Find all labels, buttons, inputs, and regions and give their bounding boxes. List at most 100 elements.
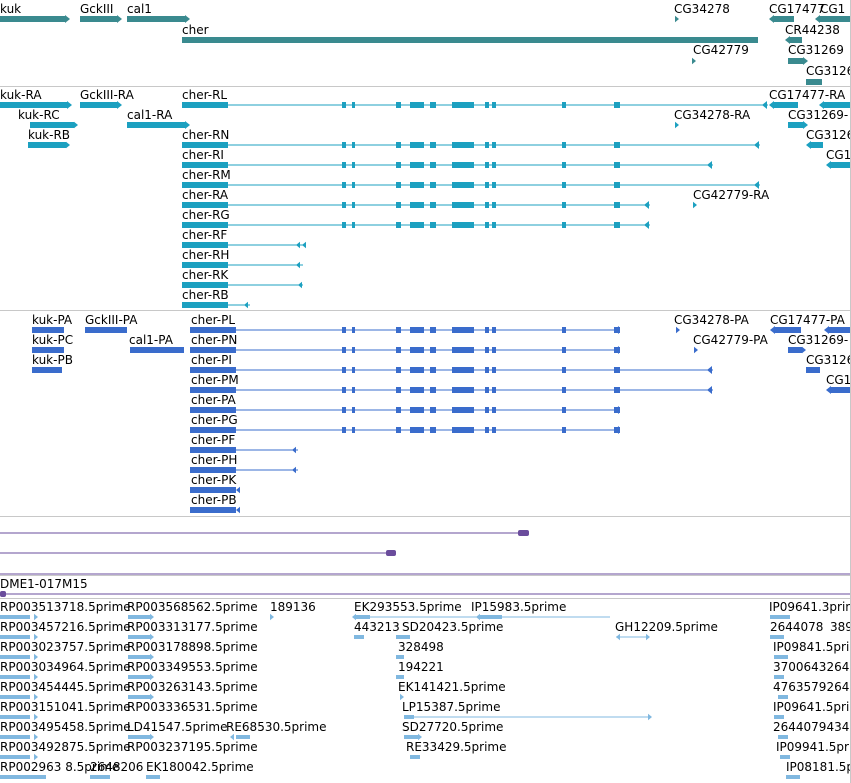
feature-block[interactable]	[190, 387, 236, 393]
feature-block[interactable]	[190, 487, 236, 493]
feature-block[interactable]	[352, 102, 355, 108]
feature-block[interactable]	[614, 142, 620, 148]
feature-block[interactable]	[492, 182, 496, 188]
feature-block[interactable]	[0, 775, 46, 779]
feature-block[interactable]	[452, 387, 474, 393]
feature-block[interactable]	[562, 367, 566, 373]
feature-block[interactable]	[452, 142, 474, 148]
feature-block[interactable]	[404, 735, 418, 739]
feature-block[interactable]	[0, 635, 30, 639]
feature-block[interactable]	[342, 162, 346, 168]
feature-block[interactable]	[452, 222, 474, 228]
feature-block[interactable]	[356, 615, 370, 619]
feature-block[interactable]	[182, 302, 228, 308]
feature-block[interactable]	[485, 142, 489, 148]
feature-block[interactable]	[614, 162, 620, 168]
feature-block[interactable]	[614, 182, 620, 188]
transcript-kuk-ra[interactable]	[0, 102, 68, 108]
feature-block[interactable]	[190, 427, 236, 433]
feature-block[interactable]	[410, 202, 424, 208]
feature-block[interactable]	[430, 427, 436, 433]
feature-block[interactable]	[352, 367, 355, 373]
feature-block[interactable]	[492, 427, 496, 433]
feature-block[interactable]	[614, 367, 620, 373]
feature-block[interactable]	[182, 182, 228, 188]
feature-block[interactable]	[485, 222, 489, 228]
feature-block[interactable]	[780, 755, 790, 759]
feature-block[interactable]	[485, 347, 489, 353]
feature-block[interactable]	[410, 222, 424, 228]
feature-block[interactable]	[410, 755, 420, 759]
feature-block[interactable]	[562, 142, 566, 148]
feature-block[interactable]	[811, 142, 823, 148]
transcript-kuk-rc[interactable]	[30, 122, 74, 128]
feature-block[interactable]	[342, 427, 346, 433]
feature-block[interactable]	[396, 635, 410, 639]
feature-block[interactable]	[342, 102, 346, 108]
feature-block[interactable]	[480, 615, 502, 619]
feature-block[interactable]	[410, 427, 424, 433]
feature-block[interactable]	[396, 202, 401, 208]
feature-block[interactable]	[562, 387, 566, 393]
feature-block[interactable]	[562, 427, 566, 433]
feature-block[interactable]	[128, 695, 150, 699]
feature-block[interactable]	[614, 202, 620, 208]
feature-block[interactable]	[190, 407, 236, 413]
feature-block[interactable]	[492, 407, 496, 413]
feature-block[interactable]	[492, 367, 496, 373]
gene-cg1[interactable]	[820, 16, 850, 22]
feature-block[interactable]	[352, 182, 355, 188]
feature-block[interactable]	[190, 507, 236, 513]
gene-cher[interactable]	[182, 37, 758, 43]
feature-block[interactable]	[342, 222, 346, 228]
feature-block[interactable]	[352, 347, 355, 353]
feature-block[interactable]	[492, 222, 496, 228]
feature-block[interactable]	[410, 387, 424, 393]
feature-block[interactable]	[430, 162, 436, 168]
transcript-gckiii-ra[interactable]	[80, 102, 118, 108]
feature-block[interactable]	[396, 387, 401, 393]
feature-block[interactable]	[831, 162, 850, 168]
feature-block[interactable]	[352, 387, 355, 393]
feature-block[interactable]	[0, 735, 30, 739]
alignment-block[interactable]	[386, 550, 396, 556]
feature-block[interactable]	[770, 615, 790, 619]
feature-block[interactable]	[410, 347, 424, 353]
feature-block[interactable]	[396, 327, 401, 333]
feature-block[interactable]	[485, 202, 489, 208]
gene-cg17477[interactable]	[774, 16, 794, 22]
feature-block[interactable]	[452, 162, 474, 168]
feature-block[interactable]	[430, 367, 436, 373]
feature-block[interactable]	[485, 182, 489, 188]
feature-block[interactable]	[352, 327, 355, 333]
feature-block[interactable]	[452, 347, 474, 353]
feature-block[interactable]	[485, 367, 489, 373]
feature-block[interactable]	[410, 407, 424, 413]
feature-block[interactable]	[614, 387, 620, 393]
feature-block[interactable]	[354, 635, 364, 639]
feature-block[interactable]	[342, 182, 346, 188]
feature-block[interactable]	[0, 675, 30, 679]
feature-block[interactable]	[788, 122, 804, 128]
feature-block[interactable]	[410, 102, 424, 108]
feature-block[interactable]	[396, 427, 401, 433]
protein-kuk-pc[interactable]	[32, 347, 64, 353]
feature-block[interactable]	[452, 427, 474, 433]
gene-cal1[interactable]	[127, 16, 185, 22]
feature-block[interactable]	[430, 202, 436, 208]
feature-block[interactable]	[492, 142, 496, 148]
feature-block[interactable]	[562, 182, 566, 188]
feature-block[interactable]	[562, 327, 566, 333]
feature-block[interactable]	[492, 202, 496, 208]
feature-block[interactable]	[352, 162, 355, 168]
feature-block[interactable]	[352, 222, 355, 228]
protein-cal1-pa[interactable]	[130, 347, 184, 353]
feature-block[interactable]	[485, 407, 489, 413]
feature-block[interactable]	[452, 327, 474, 333]
feature-block[interactable]	[128, 655, 150, 659]
feature-block[interactable]	[492, 162, 496, 168]
feature-block[interactable]	[452, 407, 474, 413]
feature-block[interactable]	[352, 427, 355, 433]
feature-block[interactable]	[492, 327, 496, 333]
feature-block[interactable]	[342, 327, 346, 333]
